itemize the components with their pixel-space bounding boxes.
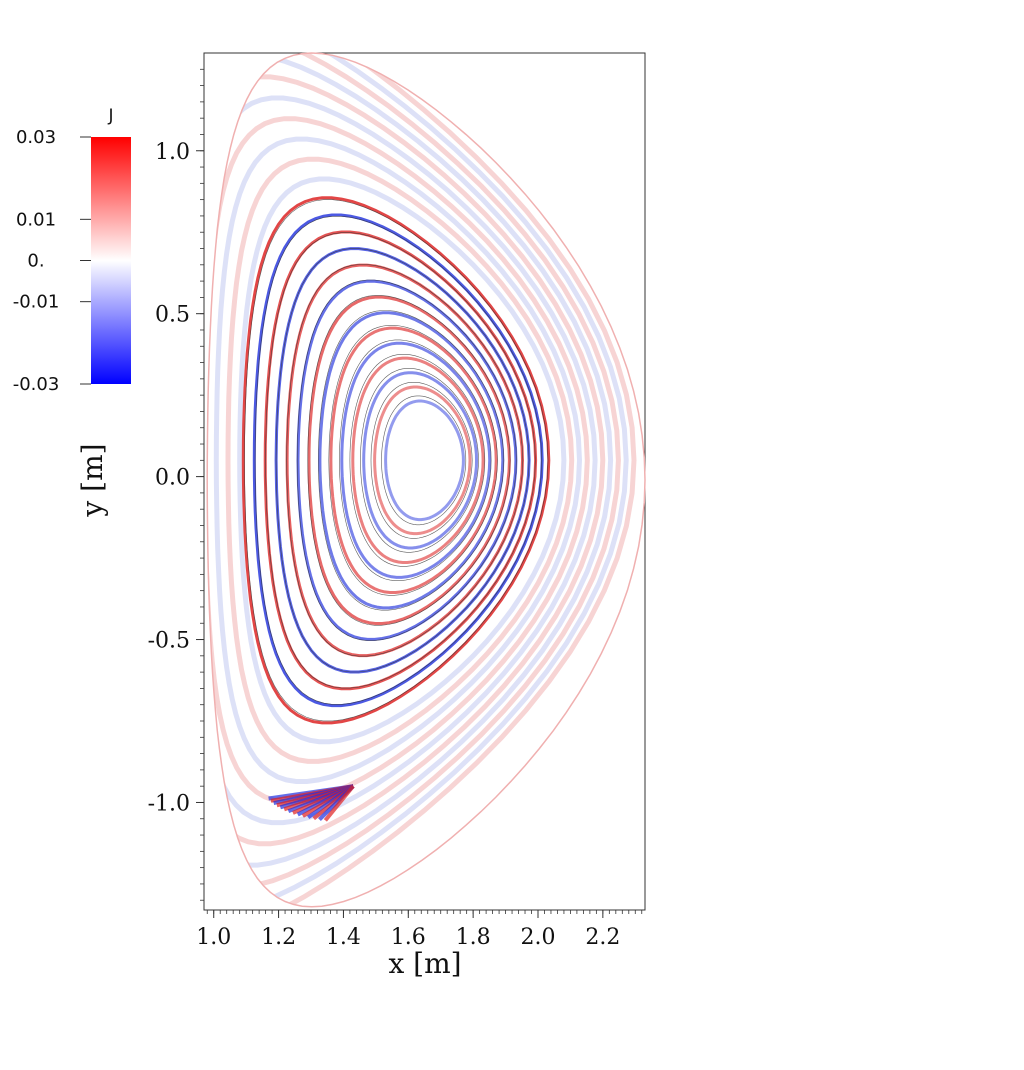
flux-surface-line — [286, 264, 524, 657]
flux-surface-line — [360, 368, 479, 553]
vessel-boundary — [206, 52, 646, 908]
field-band — [213, 136, 583, 784]
colorbar-tick-label: -0.01 — [13, 292, 60, 313]
field-band — [241, 196, 551, 725]
field-band — [263, 230, 538, 691]
field-band — [373, 385, 472, 536]
x-tick-label: 1.8 — [456, 925, 491, 950]
field-band — [351, 356, 485, 564]
flux-surface-line — [339, 339, 492, 581]
x-tick-label: 2.0 — [520, 925, 555, 950]
field-band — [207, 53, 621, 890]
field-map — [207, 53, 637, 907]
y-tick-label: 0.5 — [155, 303, 190, 328]
field-band — [340, 341, 492, 579]
y-tick-label: -1.0 — [148, 791, 190, 816]
flux-surfaces — [244, 199, 549, 722]
x-tick-label: 1.4 — [326, 925, 361, 950]
colorbar-tick-label: 0. — [27, 251, 44, 272]
field-band — [225, 156, 575, 764]
x-tick-label: 1.2 — [261, 925, 296, 950]
flux-surface-line — [370, 382, 473, 539]
colorbar-title: J — [107, 106, 113, 126]
divertor-band — [323, 784, 355, 822]
colorbar-tick-label: 0.01 — [16, 209, 56, 230]
flux-surface-line — [317, 310, 505, 611]
flux-surface-line — [381, 395, 467, 526]
colorbar-tick-label: 0.03 — [16, 127, 56, 148]
field-band — [207, 74, 606, 847]
flux-surface-line — [307, 295, 511, 626]
flux-surface-line — [296, 279, 517, 641]
colorbar-gradient — [91, 137, 131, 384]
y-tick-label: -0.5 — [148, 629, 190, 654]
field-band — [307, 295, 511, 625]
flux-surface-line — [254, 216, 543, 705]
x-axis: 1.0 1.2 1.4 1.6 1.8 2.0 2.2 — [196, 910, 643, 950]
field-band — [207, 116, 590, 805]
field-band — [207, 53, 629, 907]
x-axis-title: x [m] — [388, 947, 461, 980]
field-band — [362, 371, 479, 550]
field-band — [237, 176, 567, 745]
colorbar: J 0.03 0.01 0. -0.01 -0.03 — [13, 106, 131, 395]
field-band — [207, 53, 614, 868]
y-tick-label: 0.0 — [155, 466, 190, 491]
x-tick-label: 2.2 — [585, 925, 620, 950]
y-axis-title: y [m] — [76, 443, 109, 517]
flux-surface-line — [265, 232, 536, 689]
field-band — [252, 213, 544, 708]
field-band — [207, 53, 637, 907]
flux-surface-line — [349, 354, 486, 567]
flux-surface-line — [275, 248, 530, 673]
flux-surface-line — [244, 199, 549, 722]
x-tick-label: 1.6 — [391, 925, 426, 950]
field-band — [296, 279, 518, 641]
colorbar-tick-label: -0.03 — [13, 374, 60, 395]
x-tick-label: 1.0 — [196, 925, 231, 950]
y-tick-label: 1.0 — [155, 140, 190, 165]
flux-surface-line — [328, 325, 498, 596]
field-band — [207, 95, 598, 826]
field-band — [285, 263, 525, 658]
field-band — [329, 326, 498, 594]
field-band — [318, 311, 505, 610]
y-axis: 1.0 0.5 0.0 -0.5 -1.0 — [148, 68, 204, 901]
field-band — [384, 399, 465, 522]
